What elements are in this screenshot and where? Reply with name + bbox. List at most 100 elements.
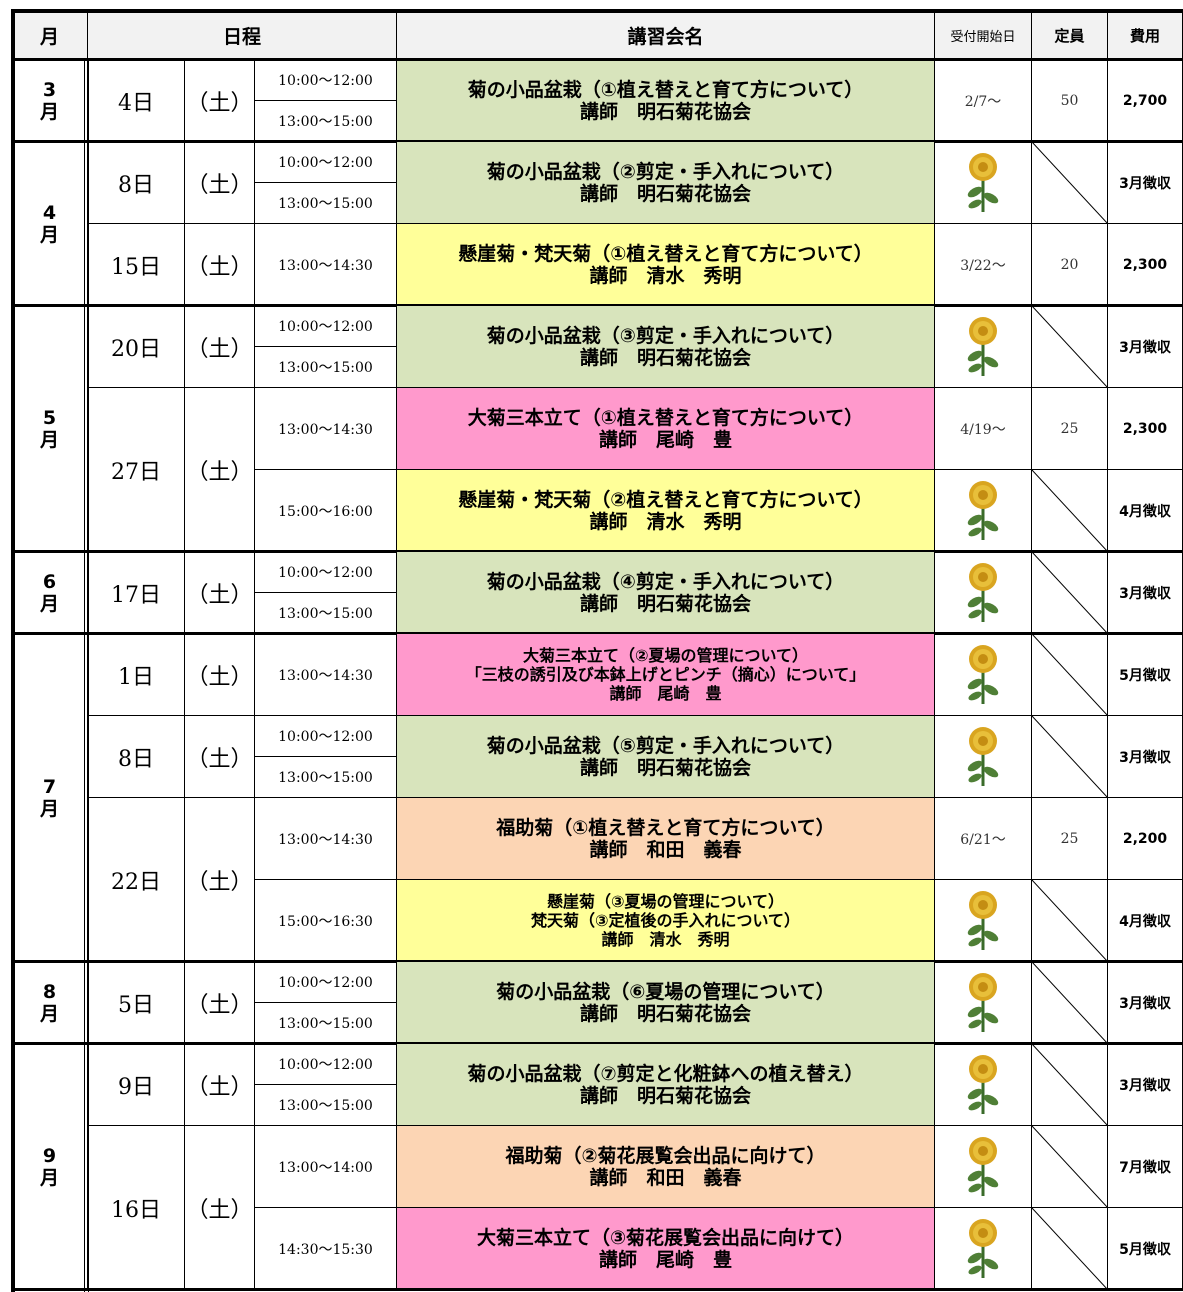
course-line: 講師 明石菊花協会 xyxy=(579,592,751,615)
capacity-cell: 25 xyxy=(1032,388,1108,470)
course-line: 講師 明石菊花協会 xyxy=(579,100,751,123)
weekday-cell: （土） xyxy=(185,962,255,1044)
capacity-cell xyxy=(1032,306,1108,388)
course-line: 菊の小品盆栽（⑥夏場の管理について） xyxy=(496,980,835,1003)
header-course: 講習会名 xyxy=(397,12,935,60)
fee-cell: 3月徴収 xyxy=(1108,142,1183,224)
month-separator xyxy=(12,304,1183,307)
day-cell: 16日 xyxy=(88,1126,185,1290)
time-cell: 13:00～14:30 xyxy=(255,634,397,716)
weekday-cell: （土） xyxy=(185,716,255,798)
course-line: 福助菊（②菊花展覧会出品に向けて） xyxy=(505,1144,826,1167)
flower-icon xyxy=(967,1218,999,1278)
capacity-cell: 50 xyxy=(1032,60,1108,142)
course-line: 講師 明石菊花協会 xyxy=(579,756,751,779)
course-line: 講師 清水 秀明 xyxy=(601,930,730,949)
time-cell: 10:00～12:00 xyxy=(255,142,397,183)
course-line: 菊の小品盆栽（②剪定・手入れについて） xyxy=(486,160,845,183)
month-label: 6月 xyxy=(39,570,59,615)
day-cell: 9日 xyxy=(88,1044,185,1126)
time-cell: 10:00～12:00 xyxy=(255,60,397,101)
flower-icon xyxy=(967,562,999,622)
month-label: 3月 xyxy=(39,78,59,123)
month-cell: 9月 xyxy=(12,1044,88,1290)
weekday-cell: （土） xyxy=(185,388,255,552)
course-cell: 菊の小品盆栽（②剪定・手入れについて） 講師 明石菊花協会 xyxy=(397,142,935,224)
month-separator xyxy=(12,140,1183,143)
capacity-cell xyxy=(1032,1126,1108,1208)
header-month: 月 xyxy=(12,12,88,60)
capacity-cell: 20 xyxy=(1032,224,1108,306)
month-label: 4月 xyxy=(39,201,59,246)
flower-icon xyxy=(967,1054,999,1114)
time-cell: 10:00～12:00 xyxy=(255,306,397,347)
course-line: 大菊三本立て（③菊花展覧会出品に向けて） xyxy=(476,1226,855,1249)
capacity-cell xyxy=(1032,1208,1108,1290)
reception-cell: 4/19～ xyxy=(935,388,1032,470)
fee-cell: 7月徴収 xyxy=(1108,1126,1183,1208)
day-cell: 8日 xyxy=(88,142,185,224)
course-cell: 懸崖菊・梵天菊（①植え替えと育て方について） 講師 清水 秀明 xyxy=(397,224,935,306)
empty-slash xyxy=(1032,880,1108,962)
header-reception: 受付開始日 xyxy=(935,12,1032,60)
time-cell: 13:00～15:00 xyxy=(255,101,397,142)
capacity-cell: 25 xyxy=(1032,798,1108,880)
course-cell: 菊の小品盆栽（①植え替えと育て方について） 講師 明石菊花協会 xyxy=(397,60,935,142)
weekday-cell: （土） xyxy=(185,224,255,306)
empty-slash xyxy=(1032,962,1108,1044)
flower-icon xyxy=(967,152,999,212)
month-label: 5月 xyxy=(39,406,59,451)
reception-cell xyxy=(935,1044,1032,1126)
time-cell: 13:00～15:00 xyxy=(255,347,397,388)
empty-slash xyxy=(1032,634,1108,716)
course-cell: 菊の小品盆栽（⑤剪定・手入れについて） 講師 明石菊花協会 xyxy=(397,716,935,798)
course-cell: 大菊三本立て（①植え替えと育て方について） 講師 尾崎 豊 xyxy=(397,388,935,470)
fee-cell: 3月徴収 xyxy=(1108,306,1183,388)
day-cell: 15日 xyxy=(88,224,185,306)
weekday-cell: （土） xyxy=(185,306,255,388)
time-cell: 13:00～14:30 xyxy=(255,388,397,470)
time-cell: 13:00～15:00 xyxy=(255,757,397,798)
month-cell: 8月 xyxy=(12,962,88,1044)
reception-cell xyxy=(935,306,1032,388)
capacity-cell xyxy=(1032,880,1108,962)
month-cell: 6月 xyxy=(12,552,88,634)
course-line: 「三枝の誘引及び本鉢上げとピンチ（摘心）について」 xyxy=(465,665,866,684)
month-label: 8月 xyxy=(39,980,59,1025)
time-cell: 13:00～15:00 xyxy=(255,1085,397,1126)
reception-cell: 2/7～ xyxy=(935,60,1032,142)
fee-cell: 2,300 xyxy=(1108,388,1183,470)
course-cell: 菊の小品盆栽（⑦剪定と化粧鉢への植え替え） 講師 明石菊花協会 xyxy=(397,1044,935,1126)
empty-slash xyxy=(1032,1044,1108,1126)
time-cell: 10:00～12:00 xyxy=(255,1044,397,1085)
fee-cell: 2,700 xyxy=(1108,60,1183,142)
course-cell: 大菊三本立て（②夏場の管理について） 「三枝の誘引及び本鉢上げとピンチ（摘心）につ… xyxy=(397,634,935,716)
empty-slash xyxy=(1032,306,1108,388)
course-cell: 菊の小品盆栽（⑥夏場の管理について） 講師 明石菊花協会 xyxy=(397,962,935,1044)
weekday-cell: （土） xyxy=(185,634,255,716)
course-line: 講師 尾崎 豊 xyxy=(598,428,732,451)
course-line: 懸崖菊（③夏場の管理について） xyxy=(546,892,785,911)
month-cell: 4月 xyxy=(12,142,88,306)
time-cell: 13:00～15:00 xyxy=(255,183,397,224)
day-cell: 17日 xyxy=(88,552,185,634)
day-cell: 22日 xyxy=(88,798,185,962)
fee-cell: 4月徴収 xyxy=(1108,880,1183,962)
month-label: 7月 xyxy=(39,775,59,820)
time-cell: 13:00～15:00 xyxy=(255,593,397,634)
header-capacity: 定員 xyxy=(1032,12,1108,60)
flower-icon xyxy=(967,480,999,540)
course-cell: 懸崖菊（③夏場の管理について） 梵天菊（③定植後の手入れについて） 講師 清水 秀明 xyxy=(397,880,935,962)
course-line: 梵天菊（③定植後の手入れについて） xyxy=(530,911,801,930)
course-line: 講師 尾崎 豊 xyxy=(598,1248,732,1271)
day-cell: 5日 xyxy=(88,962,185,1044)
course-line: 講師 明石菊花協会 xyxy=(579,346,751,369)
course-cell: 福助菊（②菊花展覧会出品に向けて） 講師 和田 義春 xyxy=(397,1126,935,1208)
capacity-cell xyxy=(1032,142,1108,224)
course-line: 菊の小品盆栽（⑦剪定と化粧鉢への植え替え） xyxy=(467,1062,864,1085)
time-cell: 15:00～16:00 xyxy=(255,470,397,552)
course-line: 講師 和田 義春 xyxy=(589,1166,742,1189)
empty-slash xyxy=(1032,470,1108,552)
fee-cell: 5月徴収 xyxy=(1108,634,1183,716)
reception-cell: 3/22～ xyxy=(935,224,1032,306)
